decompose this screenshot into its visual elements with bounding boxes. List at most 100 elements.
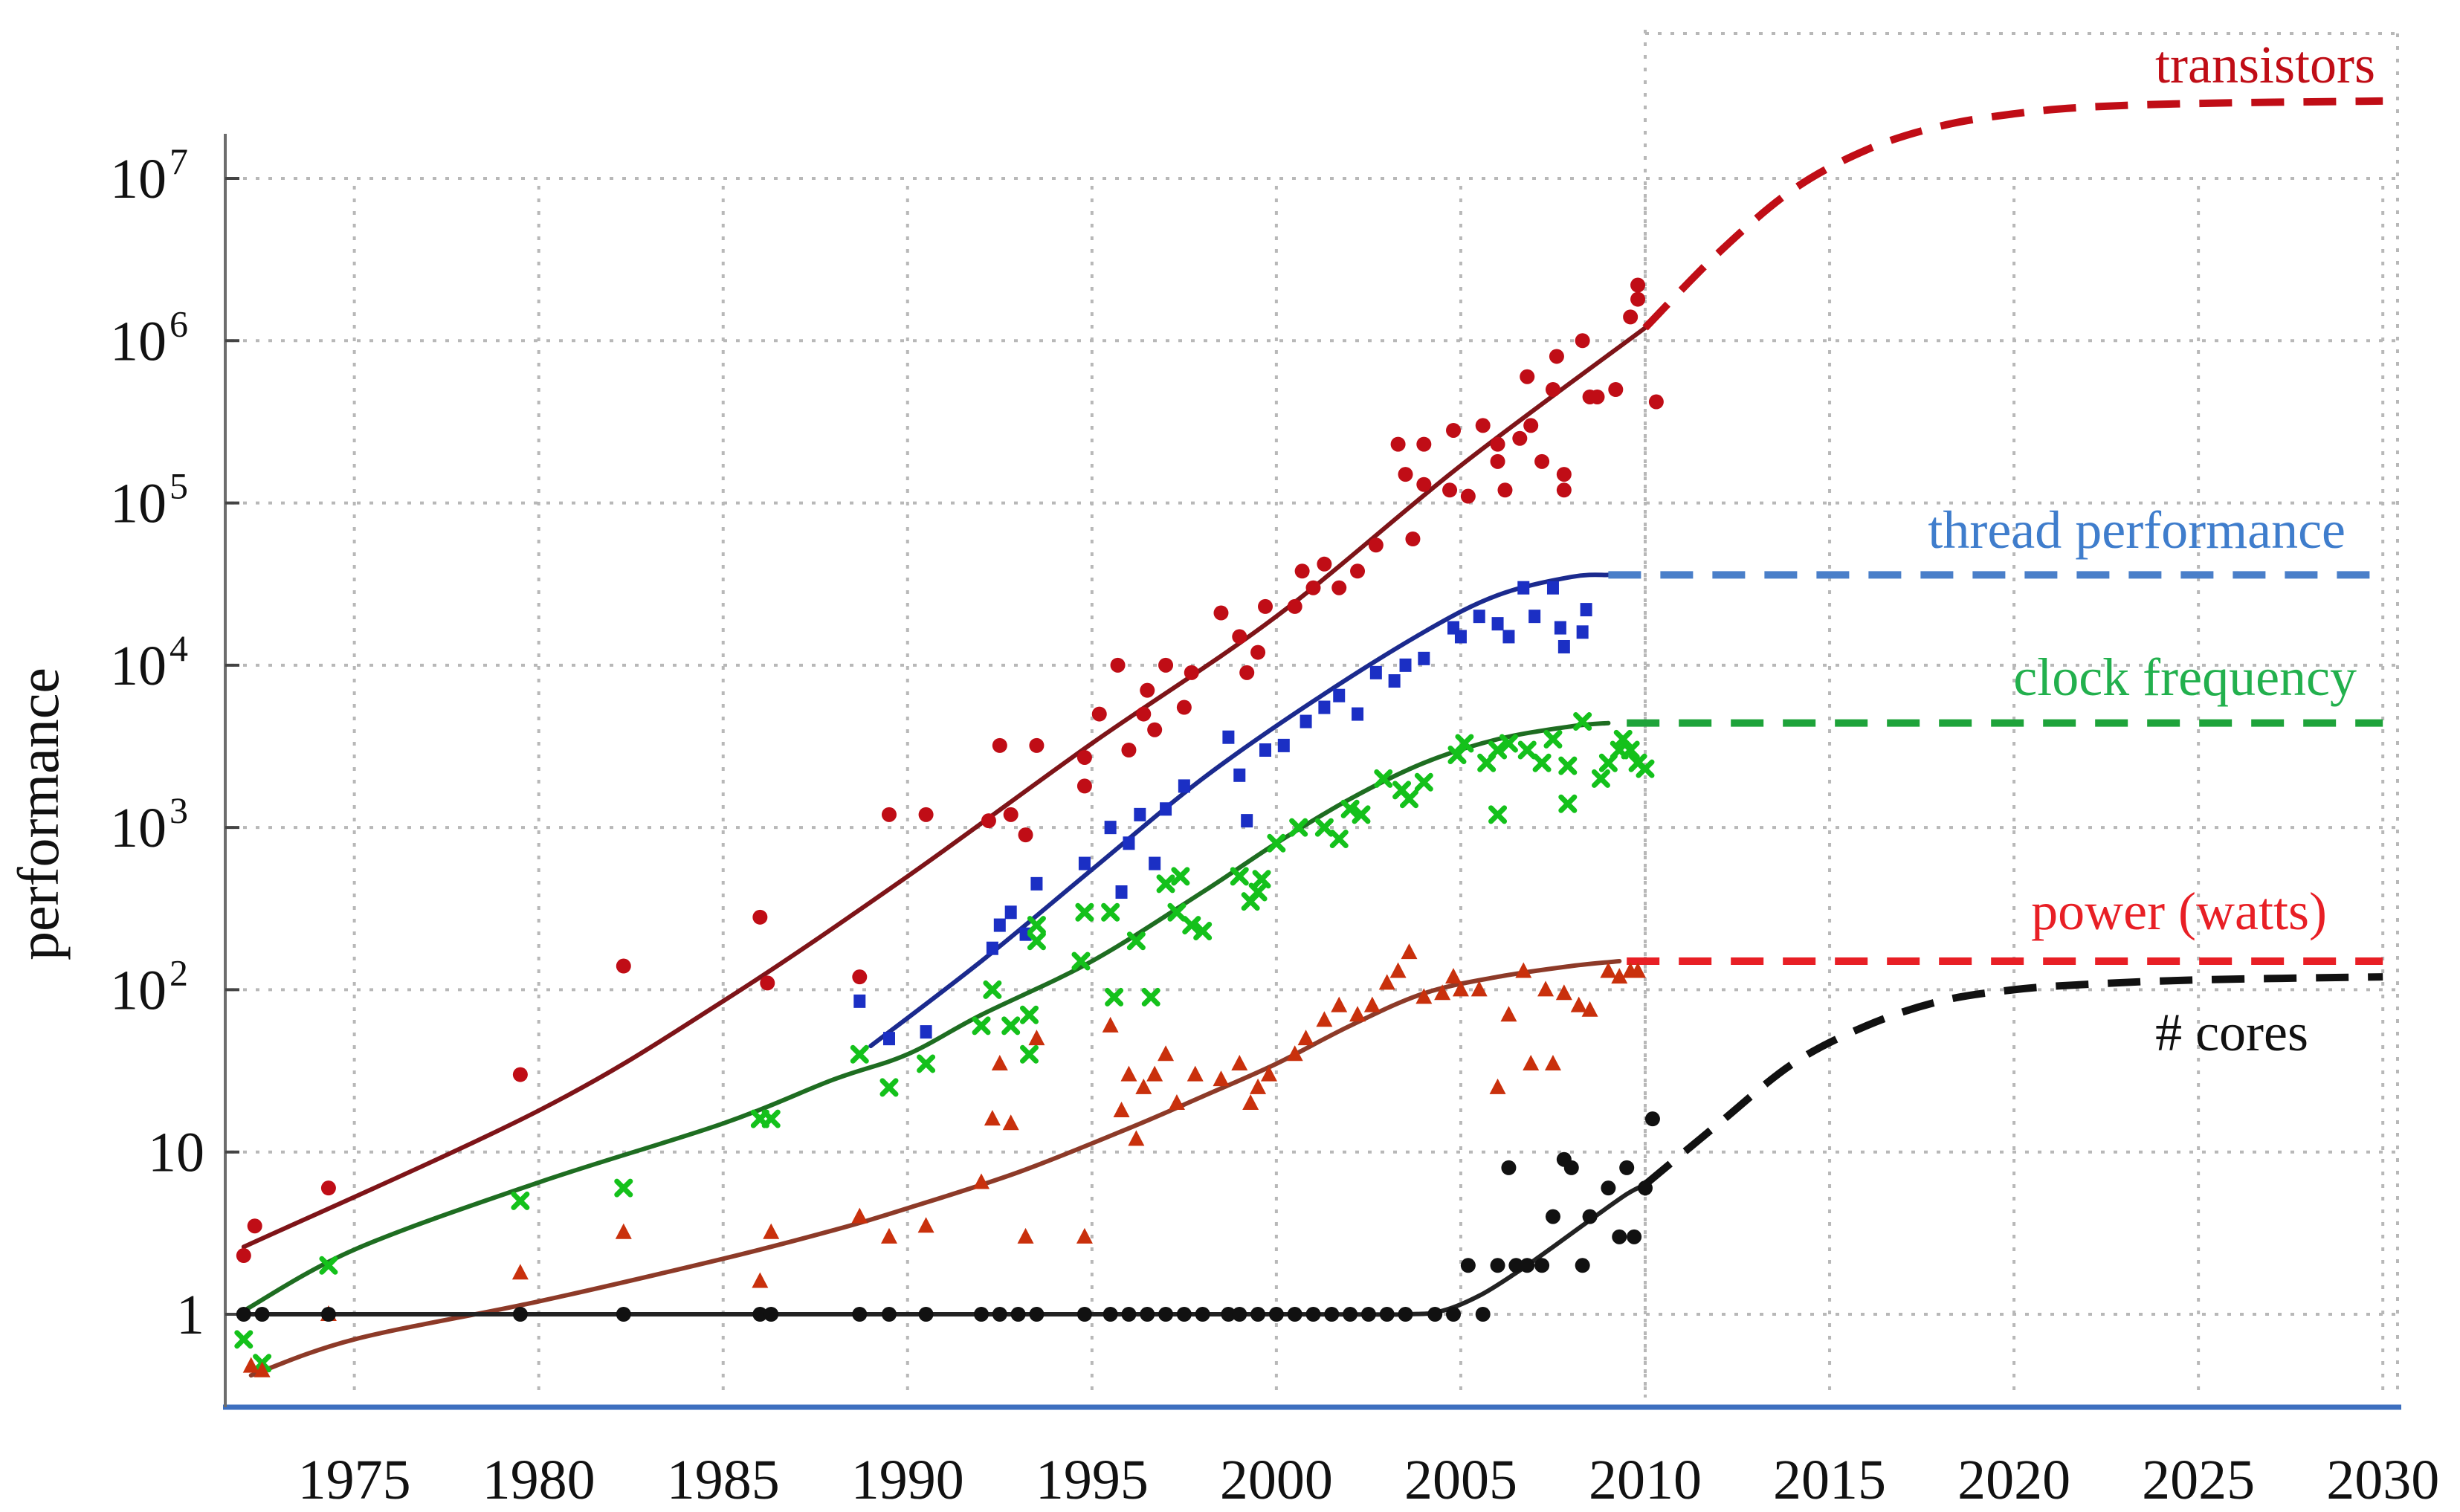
point-cores-10 [974, 1307, 990, 1322]
point-power-54 [1600, 962, 1617, 978]
x-tick-2000: 2000 [1220, 1449, 1333, 1511]
point-power-13 [1002, 1114, 1019, 1131]
point-cores-8 [881, 1307, 897, 1322]
point-transistors-26 [1213, 605, 1229, 621]
point-transistors-64 [1630, 291, 1646, 307]
point-clock-17 [1071, 952, 1091, 971]
point-thread-8 [1078, 856, 1091, 870]
grid [230, 30, 2399, 1398]
point-cores-3 [512, 1307, 528, 1322]
point-cores-46 [1601, 1180, 1616, 1196]
point-cores-21 [1221, 1307, 1236, 1322]
point-clock-19 [1101, 902, 1120, 922]
point-thread-26 [1388, 674, 1401, 688]
point-cores-12 [1010, 1307, 1026, 1322]
point-thread-4 [993, 918, 1006, 932]
point-cores-44 [1575, 1258, 1590, 1273]
x-tick-1975: 1975 [298, 1449, 411, 1511]
point-thread-40 [1580, 603, 1592, 617]
point-cores-7 [852, 1307, 868, 1322]
point-cores-39 [1520, 1258, 1535, 1273]
point-transistors-16 [1076, 749, 1092, 765]
x-tick-labels: 1975 1980 1985 1990 1995 2000 2005 2010 2015 2020… [298, 1449, 2440, 1511]
point-power-24 [1168, 1094, 1185, 1111]
point-clock-46 [1488, 740, 1508, 760]
point-transistors-1 [247, 1218, 262, 1234]
point-thread-14 [1160, 802, 1172, 816]
point-power-43 [1452, 980, 1469, 997]
point-thread-10 [1115, 885, 1128, 899]
point-power-1 [254, 1361, 271, 1377]
point-cores-49 [1627, 1229, 1642, 1244]
point-clock-34 [1314, 818, 1334, 837]
y-tick-sup-6: 6 [170, 303, 188, 344]
point-transistors-30 [1258, 598, 1273, 614]
label-clock-frequency: clock frequency [2013, 647, 2357, 707]
point-cores-28 [1343, 1307, 1358, 1322]
point-clock-26 [1182, 916, 1201, 935]
point-transistors-20 [1136, 706, 1152, 722]
point-clock-38 [1374, 769, 1393, 788]
point-power-5 [752, 1272, 769, 1288]
point-power-33 [1316, 1011, 1333, 1027]
point-clock-2 [319, 1256, 338, 1275]
point-cores-22 [1232, 1307, 1247, 1322]
point-cores-47 [1612, 1229, 1627, 1244]
point-power-37 [1378, 974, 1395, 990]
point-cores-38 [1508, 1258, 1524, 1273]
y-tick-4: 10 [110, 635, 167, 697]
x-tick-2030: 2030 [2326, 1449, 2439, 1511]
point-transistors-50 [1512, 430, 1528, 446]
point-thread-17 [1233, 768, 1246, 782]
point-thread-32 [1491, 617, 1504, 631]
y-tick-sup-3: 3 [170, 789, 188, 831]
point-clock-25 [1171, 867, 1190, 886]
point-transistors-24 [1176, 700, 1192, 715]
point-thread-35 [1528, 610, 1541, 624]
point-power-20 [1128, 1130, 1145, 1146]
point-power-30 [1260, 1065, 1277, 1082]
point-clock-16 [1027, 916, 1046, 935]
point-transistors-33 [1305, 580, 1321, 595]
point-transistors-4 [616, 958, 631, 974]
point-thread-11 [1123, 836, 1135, 850]
y-tick-sup-4: 4 [170, 627, 188, 669]
point-cores-24 [1268, 1307, 1284, 1322]
point-transistors-8 [881, 807, 897, 822]
point-thread-7 [1030, 876, 1043, 891]
data-points [234, 277, 1664, 1377]
point-transistors-17 [1091, 706, 1107, 722]
point-power-27 [1231, 1054, 1248, 1070]
y-tick-sup-7: 7 [170, 140, 188, 182]
point-transistors-31 [1287, 598, 1302, 614]
point-transistors-46 [1475, 418, 1491, 433]
point-cores-25 [1287, 1307, 1302, 1322]
point-power-29 [1250, 1078, 1267, 1094]
point-thread-22 [1318, 700, 1331, 714]
point-transistors-0 [236, 1248, 251, 1264]
point-transistors-38 [1390, 436, 1406, 452]
projection-line-transistors [1642, 97, 2383, 331]
point-transistors-10 [981, 813, 996, 829]
point-clock-37 [1352, 805, 1371, 824]
point-power-15 [1028, 1030, 1045, 1046]
point-transistors-25 [1184, 665, 1199, 680]
y-tick-6: 10 [110, 310, 167, 372]
point-transistors-45 [1460, 488, 1476, 504]
label-power: power (watts) [2031, 882, 2327, 941]
point-cores-11 [992, 1307, 1007, 1322]
point-cores-14 [1076, 1307, 1092, 1322]
point-clock-49 [1532, 753, 1552, 772]
label-thread-performance: thread performance [1928, 500, 2346, 560]
point-power-40 [1415, 988, 1433, 1004]
point-cores-1 [254, 1307, 270, 1322]
trend-lines [241, 326, 1647, 1378]
point-thread-5 [1004, 905, 1017, 920]
point-cores-40 [1534, 1258, 1550, 1273]
point-clock-14 [1020, 1005, 1039, 1024]
point-transistors-47 [1490, 453, 1505, 469]
point-thread-23 [1333, 688, 1346, 702]
point-power-39 [1401, 943, 1418, 960]
point-transistors-42 [1416, 436, 1432, 452]
point-power-53 [1581, 1001, 1598, 1017]
